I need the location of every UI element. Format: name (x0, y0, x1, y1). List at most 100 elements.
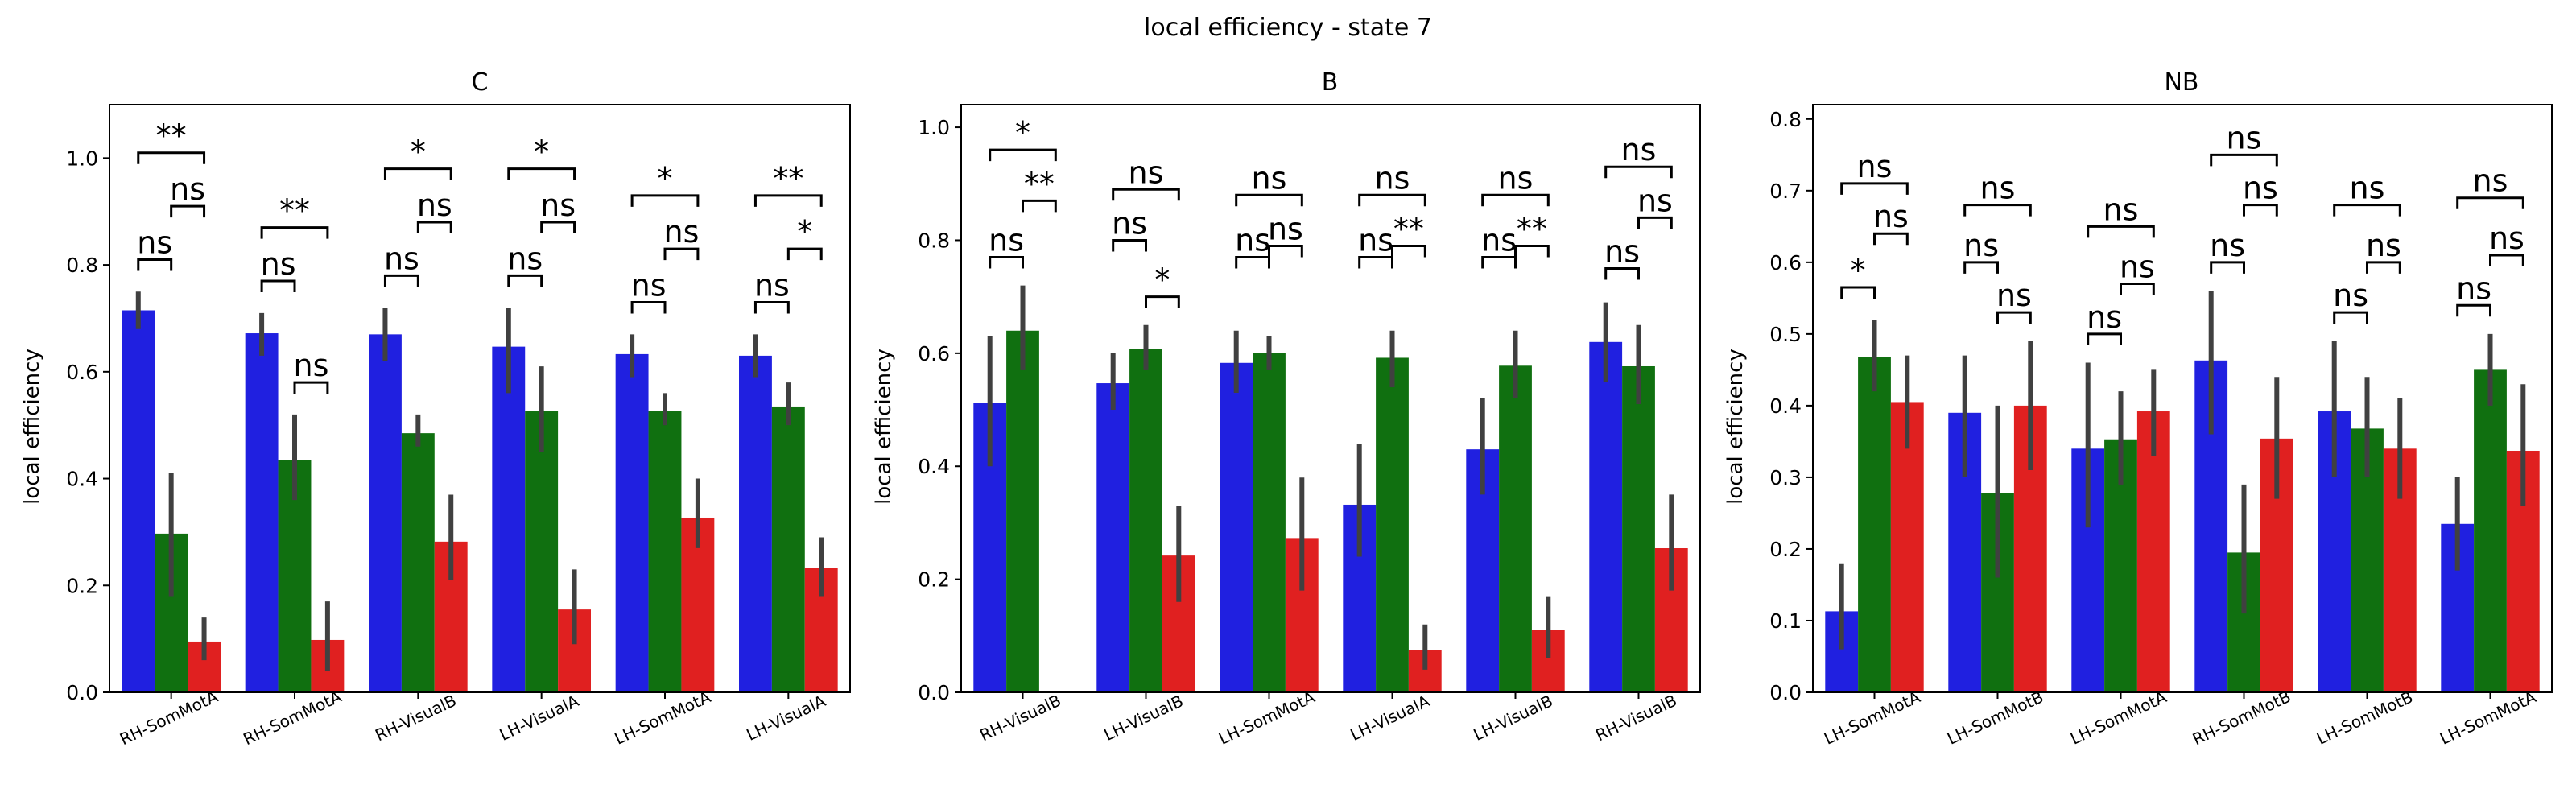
significance-label: ** (1517, 211, 1547, 246)
significance-label: ns (1375, 160, 1410, 196)
x-tick-label: LH-SomMotB (2314, 687, 2416, 749)
significance-label: ** (1024, 166, 1055, 201)
bar (1622, 365, 1655, 692)
significance-bracket (1112, 238, 1147, 252)
significance-label: ns (2489, 221, 2524, 256)
significance-bracket (2366, 261, 2401, 274)
significance-bracket (2456, 196, 2524, 209)
significance-bracket (1268, 244, 1303, 258)
significance-bracket (1637, 216, 1673, 229)
significance-bracket (2087, 225, 2155, 238)
significance-label: * (1154, 262, 1170, 298)
significance-label: ns (663, 214, 699, 250)
x-tick-label: LH-SomMotA (1821, 687, 1923, 748)
bar (1096, 383, 1130, 692)
significance-bracket (1112, 188, 1180, 201)
significance-bracket (630, 301, 667, 314)
y-tick-label: 0.0 (918, 681, 950, 704)
significance-bracket (1963, 204, 2032, 217)
bar (771, 406, 805, 692)
significance-label: * (411, 134, 426, 170)
significance-bracket (1840, 286, 1876, 299)
x-tick-label: LH-VisualA (1348, 691, 1433, 745)
significance-bracket (383, 274, 419, 287)
bar (369, 334, 402, 692)
significance-label: ns (989, 223, 1024, 258)
significance-bracket (2210, 153, 2278, 167)
significance-label: ns (2087, 299, 2122, 335)
significance-bracket (1481, 193, 1550, 207)
x-tick-label: RH-SomMotA (117, 687, 221, 749)
significance-bracket (2456, 303, 2491, 317)
y-tick-label: 0.3 (1769, 466, 1802, 489)
significance-label: ns (1268, 211, 1303, 246)
significance-label: ** (1393, 211, 1424, 246)
significance-bracket (137, 151, 206, 164)
y-tick-label: 0.2 (66, 574, 98, 597)
x-tick-label: RH-SomMotA (240, 687, 345, 749)
significance-bracket (1358, 193, 1426, 207)
bar (1890, 402, 1924, 692)
significance-bracket (416, 221, 452, 233)
significance-label: ns (1129, 155, 1164, 190)
significance-label: ns (2473, 163, 2508, 199)
significance-bracket (1235, 256, 1270, 269)
panel-c: C local efficiency 0.0 0.2 0.4 0.6 0.8 1.0 RH-… (20, 68, 851, 749)
significance-label: ns (1963, 228, 1999, 263)
significance-bracket (1996, 311, 2032, 324)
significance-bracket (1514, 244, 1550, 258)
significance-label: ns (1621, 132, 1657, 167)
x-tick-label: RH-SomMotB (2190, 687, 2293, 749)
y-tick-label: 0.8 (1769, 108, 1802, 131)
significance-label: * (1851, 253, 1866, 288)
significance-label: ns (170, 171, 205, 207)
bar (1376, 357, 1409, 692)
significance-bracket (786, 247, 823, 261)
significance-bracket (1391, 244, 1426, 258)
axes-frame (960, 104, 1701, 693)
significance-bracket (1873, 232, 1909, 246)
significance-label: ns (1996, 278, 2032, 313)
y-tick-label: 0.8 (66, 254, 98, 277)
significance-bracket (260, 226, 329, 239)
significance-label: ns (2227, 120, 2262, 155)
significance-label: ns (1604, 234, 1640, 270)
significance-bracket (507, 167, 576, 180)
significance-bracket (2120, 283, 2155, 295)
significance-bracket (1963, 261, 1999, 274)
significance-label: * (1015, 115, 1030, 151)
y-axis-label: local efficiency (1724, 349, 1748, 505)
significance-label: ns (1873, 199, 1909, 234)
significance-bracket (540, 221, 576, 233)
significance-label: ns (1498, 160, 1534, 196)
x-tick-label: RH-VisualB (372, 691, 459, 745)
bar (525, 411, 559, 692)
y-axis-label: local efficiency (872, 349, 896, 505)
significance-label: * (658, 161, 673, 196)
significance-bracket (663, 247, 700, 261)
y-tick-label: 0.7 (1769, 180, 1802, 203)
significance-bracket (2210, 261, 2245, 274)
significance-bracket (989, 148, 1057, 162)
significance-label: ns (1637, 183, 1673, 218)
bar (1006, 330, 1039, 692)
significance-label: * (534, 134, 549, 170)
significance-label: ns (1235, 223, 1270, 258)
significance-label: ns (540, 188, 576, 223)
y-tick-label: 0.0 (66, 681, 98, 704)
significance-bracket (1604, 165, 1673, 179)
significance-bracket (630, 194, 700, 207)
bar (648, 411, 682, 692)
y-tick-label: 0.1 (1769, 609, 1802, 633)
significance-label: ns (2333, 278, 2368, 313)
significance-bracket (1358, 256, 1393, 269)
significance-bracket (1022, 199, 1057, 213)
y-tick-label: 0.4 (66, 468, 98, 491)
y-tick-label: 0.2 (1769, 538, 1802, 561)
significance-bracket (137, 258, 173, 271)
bar (739, 355, 772, 692)
significance-bracket (753, 194, 823, 207)
bar (122, 310, 155, 692)
significance-bracket (2333, 204, 2401, 217)
